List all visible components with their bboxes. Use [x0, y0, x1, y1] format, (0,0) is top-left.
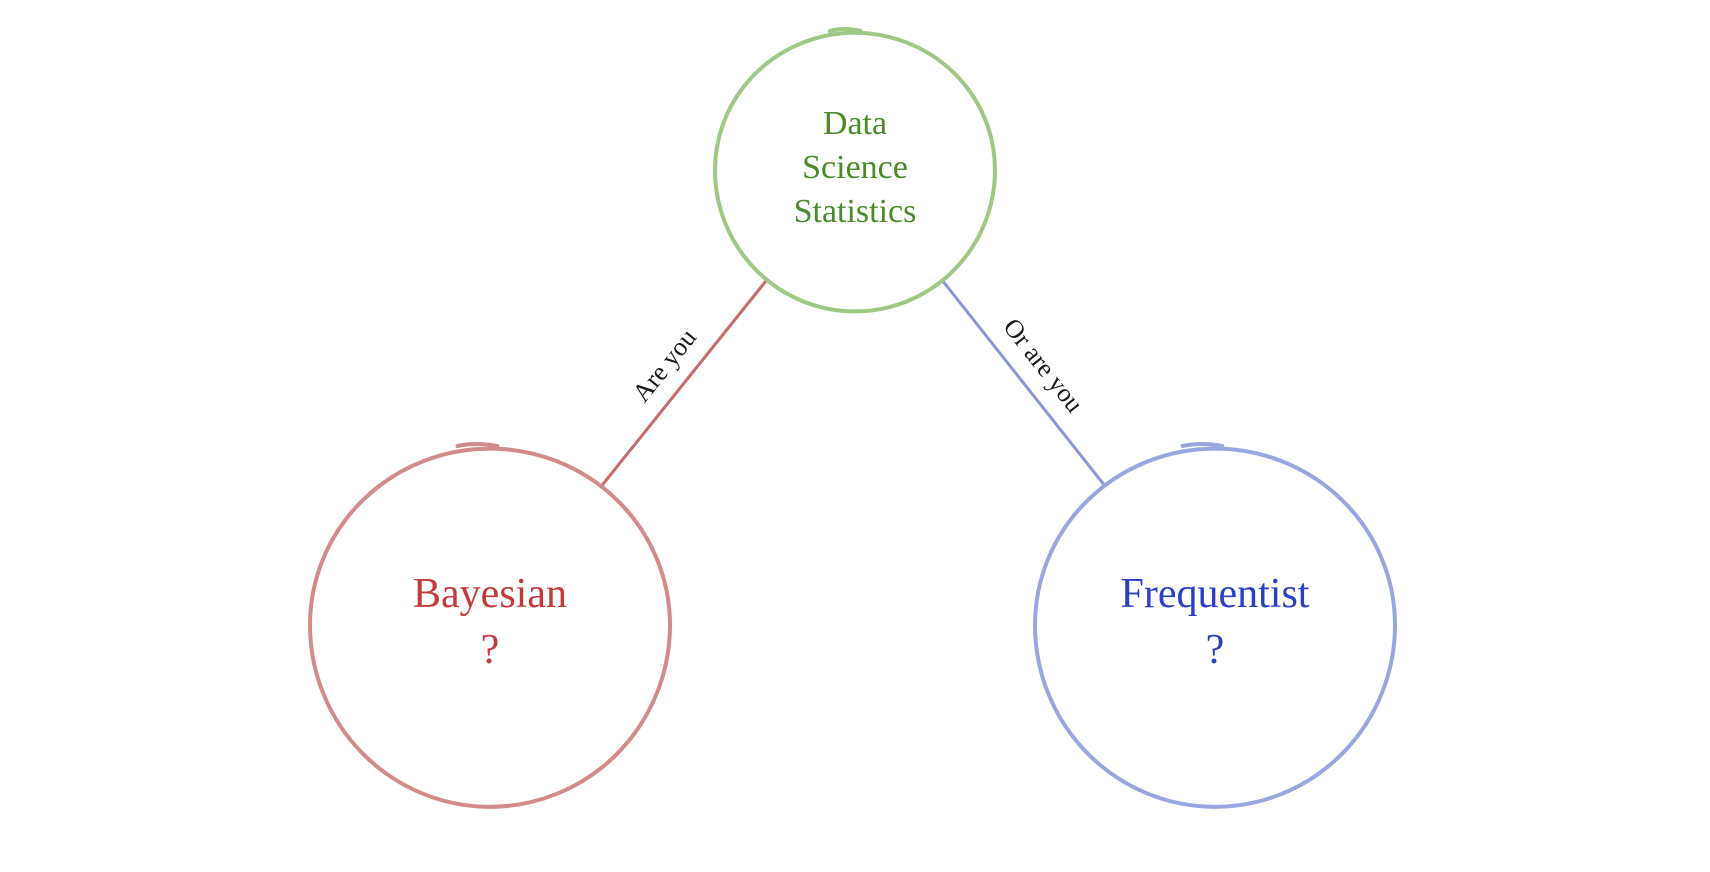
nodes-group: DataScienceStatisticsBayesian?Frequentis… — [310, 29, 1395, 807]
node-root-label-line: Data — [823, 105, 887, 142]
node-root-label-line: Statistics — [794, 193, 917, 230]
edge-root-bayesian — [603, 279, 768, 484]
node-root-label-line: Science — [802, 149, 908, 186]
node-frequentist: Frequentist? — [1035, 444, 1395, 807]
node-bayesian-label-line: Bayesian — [413, 571, 567, 617]
node-root: Data Science Statistics — [715, 29, 995, 311]
node-frequentist-tick — [1183, 444, 1223, 446]
node-bayesian: Bayesian? — [310, 444, 670, 807]
node-frequentist-label-line: ? — [1206, 627, 1225, 673]
node-bayesian-label-line: ? — [481, 627, 500, 673]
node-frequentist-label-line: Frequentist — [1121, 571, 1310, 617]
node-root-tick — [830, 29, 861, 31]
edge-root-frequentist — [942, 280, 1103, 484]
node-bayesian-tick — [458, 444, 498, 446]
edge-label-root-bayesian: Are you — [627, 323, 702, 407]
